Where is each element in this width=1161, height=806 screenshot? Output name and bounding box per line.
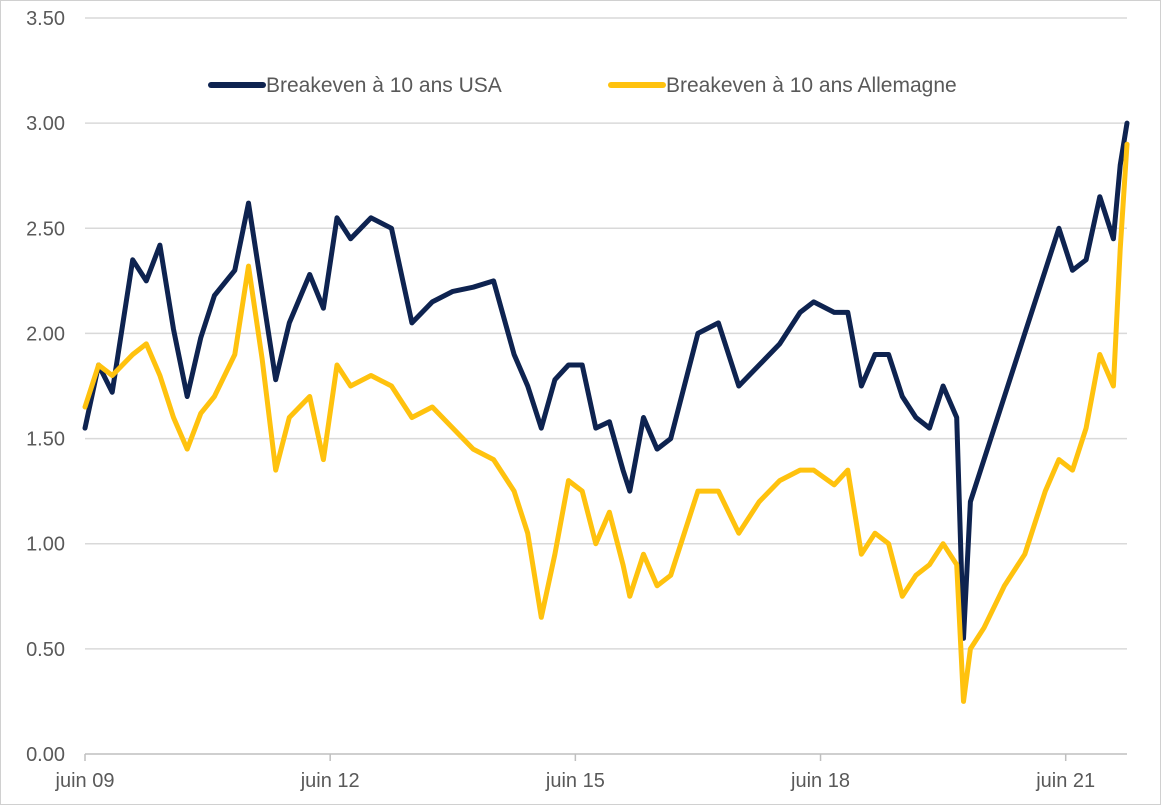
x-tick-label: juin 18 [790, 770, 850, 792]
legend: Breakeven à 10 ans USA Breakeven à 10 ans… [208, 74, 957, 97]
y-tick-label: 0.00 [26, 744, 65, 766]
x-tick-label: juin 15 [545, 770, 605, 792]
legend-label: Breakeven à 10 ans Allemagne [666, 74, 957, 97]
y-tick-label: 2.00 [26, 323, 65, 345]
y-tick-label: 1.50 [26, 429, 65, 451]
x-axis-ticks: juin 09 juin 12 juin 15 juin 18 juin 21 [55, 754, 1095, 792]
y-tick-label: 0.50 [26, 639, 65, 661]
y-tick-label: 2.50 [26, 218, 65, 240]
y-axis-ticks: 0.00 0.50 1.00 1.50 2.00 2.50 3.00 3.50 [26, 8, 65, 766]
legend-label: Breakeven à 10 ans USA [266, 74, 502, 97]
series-line-1 [82, 120, 1130, 641]
y-tick-label: 1.00 [26, 534, 65, 556]
x-tick-label: juin 12 [300, 770, 360, 792]
series-line-2 [82, 141, 1130, 704]
x-tick-label: juin 09 [55, 770, 115, 792]
series-lines [82, 120, 1130, 704]
gridlines [85, 17, 1127, 755]
y-tick-label: 3.00 [26, 113, 65, 135]
y-tick-label: 3.50 [26, 8, 65, 30]
x-tick-label: juin 21 [1035, 770, 1095, 792]
